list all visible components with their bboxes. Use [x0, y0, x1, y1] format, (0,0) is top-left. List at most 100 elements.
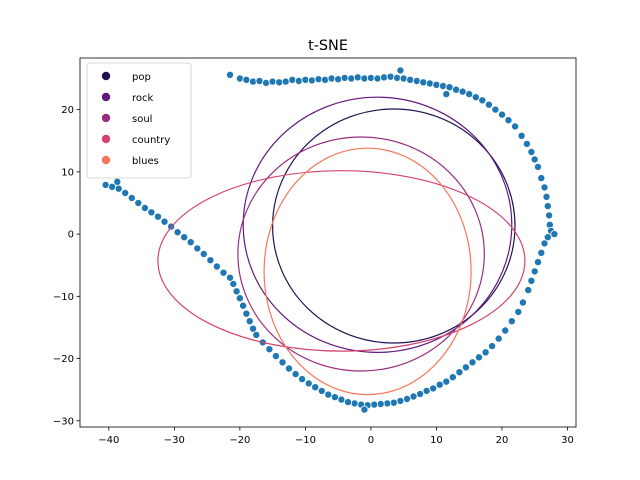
- scatter-point: [478, 96, 487, 105]
- scatter-point: [180, 233, 189, 242]
- scatter-point: [284, 364, 293, 373]
- scatter-point: [537, 174, 546, 183]
- scatter-point: [225, 70, 234, 79]
- scatter-point: [527, 276, 536, 285]
- scatter-point: [219, 268, 228, 277]
- scatter-point: [121, 188, 130, 197]
- scatter-point: [442, 90, 451, 99]
- scatter-point: [399, 74, 408, 83]
- ellipse-country: [157, 170, 526, 352]
- scatter-point: [383, 399, 392, 408]
- scatter-point: [540, 183, 549, 192]
- plot-area: [101, 66, 559, 414]
- x-tick-label: 20: [496, 435, 509, 446]
- scatter-point: [422, 386, 431, 395]
- scatter-point: [317, 386, 326, 395]
- scatter-point: [373, 74, 382, 83]
- legend: pop rock soul country blues: [86, 62, 192, 179]
- scatter-point: [429, 384, 438, 393]
- scatter-point: [522, 139, 531, 148]
- scatter-point: [550, 230, 559, 239]
- scatter-point: [461, 363, 470, 372]
- scatter-point: [242, 309, 251, 318]
- x-tick-label: −10: [295, 435, 316, 446]
- scatter-point: [245, 317, 254, 326]
- scatter-point: [353, 73, 362, 82]
- y-tick-label: −10: [53, 292, 74, 303]
- scatter-point: [186, 238, 195, 247]
- x-tick-label: −30: [164, 435, 185, 446]
- scatter-point: [442, 377, 451, 386]
- scatter-point: [406, 75, 415, 84]
- scatter-point: [432, 80, 441, 89]
- scatter-point: [534, 162, 543, 171]
- scatter-point: [235, 74, 244, 83]
- scatter-point: [402, 394, 411, 403]
- scatter-point: [511, 122, 520, 131]
- scatter-point: [147, 208, 156, 217]
- scatter-point: [330, 393, 339, 402]
- scatter-point: [265, 345, 274, 354]
- scatter-point: [229, 279, 238, 288]
- scatter-point: [225, 273, 234, 282]
- scatter-point: [324, 390, 333, 399]
- scatter-point: [425, 79, 434, 88]
- legend-label-country: country: [132, 135, 170, 146]
- legend-marker-country: [101, 134, 111, 144]
- scatter-point: [379, 73, 388, 82]
- y-tick-label: −20: [53, 354, 74, 365]
- scatter-point: [514, 307, 523, 316]
- scatter-point: [262, 78, 271, 87]
- scatter-point: [393, 73, 402, 82]
- scatter-point: [543, 202, 552, 211]
- scatter-point: [206, 256, 215, 265]
- scatter-point: [448, 373, 457, 382]
- legend-label-blues: blues: [132, 156, 159, 167]
- scatter-point: [288, 75, 297, 84]
- ellipse-pop: [271, 108, 516, 344]
- y-tick-label: 10: [61, 167, 74, 178]
- scatter-point: [327, 74, 336, 83]
- scatter-point: [255, 77, 264, 86]
- scatter-point: [314, 75, 323, 84]
- scatter-point: [455, 368, 464, 377]
- scatter-point: [501, 326, 510, 335]
- ellipse-rock: [242, 96, 513, 354]
- scatter-point: [530, 267, 539, 276]
- scatter-point: [153, 212, 162, 221]
- scatter-point: [307, 76, 316, 85]
- scatter-point: [340, 73, 349, 82]
- scatter-point: [113, 177, 122, 186]
- scatter-point: [160, 217, 169, 226]
- scatter-point: [350, 399, 359, 408]
- scatter-point: [527, 147, 536, 156]
- scatter-point: [242, 75, 251, 84]
- x-tick-label: 0: [368, 435, 374, 446]
- ellipses-layer: [157, 96, 526, 396]
- scatter-point: [334, 75, 343, 84]
- scatter-point: [540, 239, 549, 248]
- legend-marker-rock: [101, 92, 111, 102]
- scatter-point: [101, 180, 110, 189]
- scatter-point: [517, 131, 526, 140]
- ellipse-blues: [263, 147, 472, 396]
- scatter-point: [311, 383, 320, 392]
- scatter-point: [370, 400, 379, 409]
- scatter-point: [271, 352, 280, 361]
- scatter-point: [545, 211, 554, 220]
- scatter-point: [298, 375, 307, 384]
- scatter-point: [134, 198, 143, 207]
- scatter-point: [301, 75, 310, 84]
- legend-marker-blues: [101, 155, 111, 165]
- scatter-point: [389, 398, 398, 407]
- scatter-point: [173, 228, 182, 237]
- scatter-point: [396, 66, 405, 75]
- scatter-point: [193, 244, 202, 253]
- legend-box: [86, 62, 192, 179]
- legend-marker-pop: [101, 71, 111, 81]
- chart-title: t-SNE: [308, 38, 348, 54]
- scatter-point: [416, 389, 425, 398]
- scatter-point: [248, 324, 257, 333]
- scatter-point: [199, 249, 208, 258]
- scatter-point: [140, 203, 149, 212]
